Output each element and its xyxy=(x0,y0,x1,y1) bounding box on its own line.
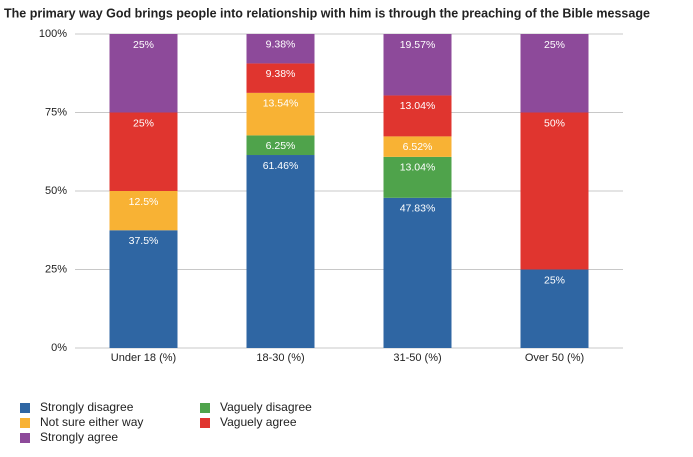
legend-swatch xyxy=(200,418,210,428)
y-tick-label: 50% xyxy=(45,185,67,197)
value-label: 19.57% xyxy=(400,39,436,51)
legend-swatch xyxy=(20,403,30,413)
legend-label: Strongly agree xyxy=(40,430,118,444)
x-tick-label: Under 18 (%) xyxy=(111,352,176,364)
legend-label: Not sure either way xyxy=(40,415,143,429)
bar-segment xyxy=(109,230,178,348)
bar-segment xyxy=(383,156,452,198)
bar-segment xyxy=(246,92,315,136)
legend-swatch xyxy=(200,403,210,413)
bar-segment xyxy=(246,135,315,156)
bar-segment xyxy=(383,34,452,96)
value-label: 12.5% xyxy=(129,196,159,208)
chart-title: The primary way God brings people into r… xyxy=(4,6,650,20)
bar-segment xyxy=(383,197,452,348)
legend-swatch xyxy=(20,433,30,443)
y-tick-label: 0% xyxy=(51,342,67,354)
bar-segment xyxy=(246,33,315,64)
value-label: 25% xyxy=(544,274,565,286)
bar-segment xyxy=(246,63,315,93)
value-label: 61.46% xyxy=(263,160,299,172)
value-label: 13.54% xyxy=(263,98,299,110)
value-label: 9.38% xyxy=(266,68,296,80)
legend-label: Strongly disagree xyxy=(40,400,134,414)
bar-segment xyxy=(383,95,452,137)
x-tick-label: 31-50 (%) xyxy=(393,352,441,364)
value-label: 25% xyxy=(133,117,154,129)
value-label: 6.52% xyxy=(403,141,433,153)
bar-segment xyxy=(520,269,589,348)
value-label: 37.5% xyxy=(129,235,159,247)
legend-swatch xyxy=(20,418,30,428)
value-label: 9.38% xyxy=(266,39,296,51)
value-label: 25% xyxy=(133,39,154,51)
legend-label: Vaguely disagree xyxy=(220,400,312,414)
bar-segment xyxy=(520,34,589,113)
bar-segment xyxy=(520,112,589,270)
x-tick-label: 18-30 (%) xyxy=(256,352,304,364)
bar-segment xyxy=(383,136,452,157)
bar-segment xyxy=(246,155,315,348)
value-label: 47.83% xyxy=(400,203,436,215)
x-tick-label: Over 50 (%) xyxy=(525,352,584,364)
bar-segment xyxy=(109,34,178,113)
bar-segment xyxy=(109,191,178,231)
value-label: 25% xyxy=(544,39,565,51)
value-label: 50% xyxy=(544,117,565,129)
value-label: 6.25% xyxy=(266,140,296,152)
value-label: 13.04% xyxy=(400,100,436,112)
value-label: 13.04% xyxy=(400,162,436,174)
bar-segment xyxy=(109,112,178,191)
legend-label: Vaguely agree xyxy=(220,415,297,429)
y-tick-label: 100% xyxy=(39,28,67,40)
y-tick-label: 25% xyxy=(45,263,67,275)
y-tick-label: 75% xyxy=(45,106,67,118)
